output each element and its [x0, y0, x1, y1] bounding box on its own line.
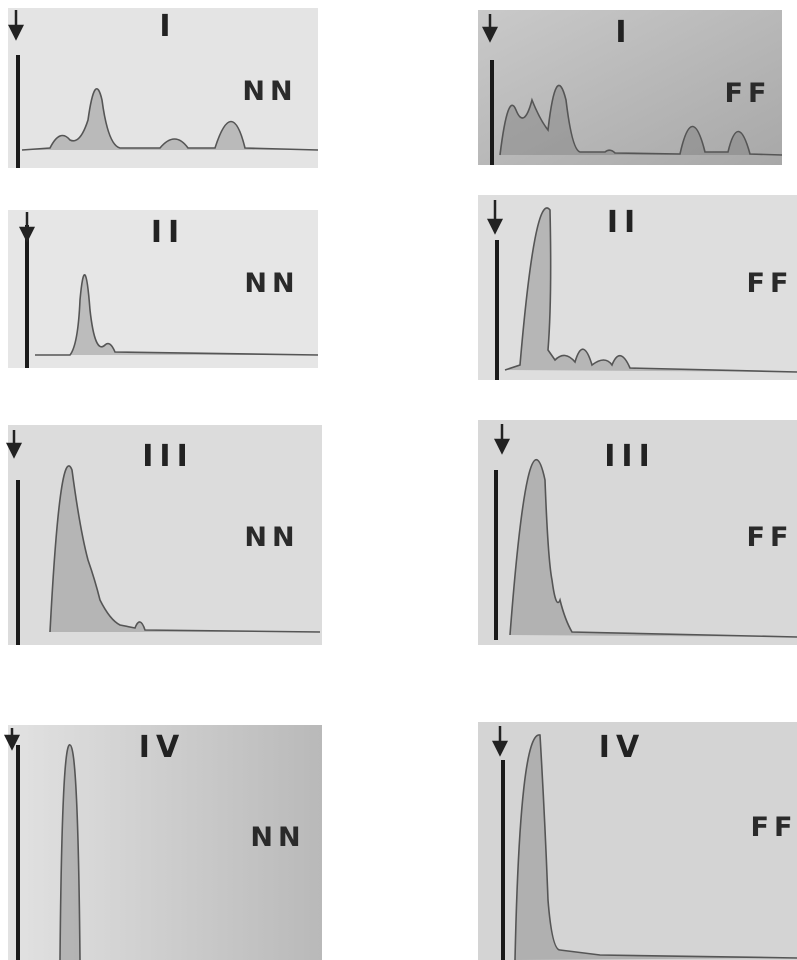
panel-numeral: III	[604, 439, 656, 474]
panel-label: NN	[250, 822, 305, 853]
panel-numeral: IV	[139, 730, 185, 765]
panel-label: NN	[244, 522, 299, 553]
panel-numeral: II	[607, 205, 641, 240]
panel-numeral: II	[151, 215, 185, 250]
panel-label: FF	[747, 522, 794, 553]
panel-label: FF	[751, 812, 797, 843]
panel-numeral: I	[615, 15, 632, 50]
panel-label: FF	[747, 268, 794, 299]
panel-numeral: IV	[599, 730, 645, 765]
page: I NN II NN III NN IV NN I FF II FF III F…	[0, 0, 797, 960]
panel-label: FF	[725, 78, 772, 109]
panel-label: NN	[242, 76, 297, 107]
figure: I NN II NN III NN IV NN I FF II FF III F…	[0, 0, 797, 960]
panel-numeral: I	[159, 9, 176, 44]
panel-numeral: III	[142, 439, 194, 474]
panel-label: NN	[244, 268, 299, 299]
